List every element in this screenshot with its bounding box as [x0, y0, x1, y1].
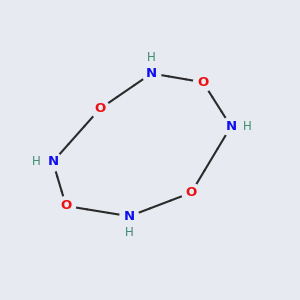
Circle shape: [120, 207, 139, 226]
Circle shape: [221, 117, 240, 136]
Text: N: N: [146, 67, 157, 80]
Circle shape: [182, 183, 201, 202]
Text: O: O: [61, 200, 72, 212]
Text: N: N: [124, 210, 135, 223]
Circle shape: [57, 196, 76, 215]
Text: N: N: [225, 120, 236, 133]
Text: H: H: [125, 226, 134, 239]
Text: H: H: [147, 51, 156, 64]
Circle shape: [142, 64, 161, 83]
Text: O: O: [186, 186, 197, 199]
Text: H: H: [243, 120, 251, 133]
Circle shape: [194, 73, 212, 92]
Text: O: O: [94, 102, 106, 115]
Circle shape: [44, 152, 62, 171]
Text: O: O: [197, 76, 208, 89]
Text: H: H: [32, 155, 41, 168]
Circle shape: [91, 99, 110, 118]
Text: N: N: [47, 155, 58, 168]
